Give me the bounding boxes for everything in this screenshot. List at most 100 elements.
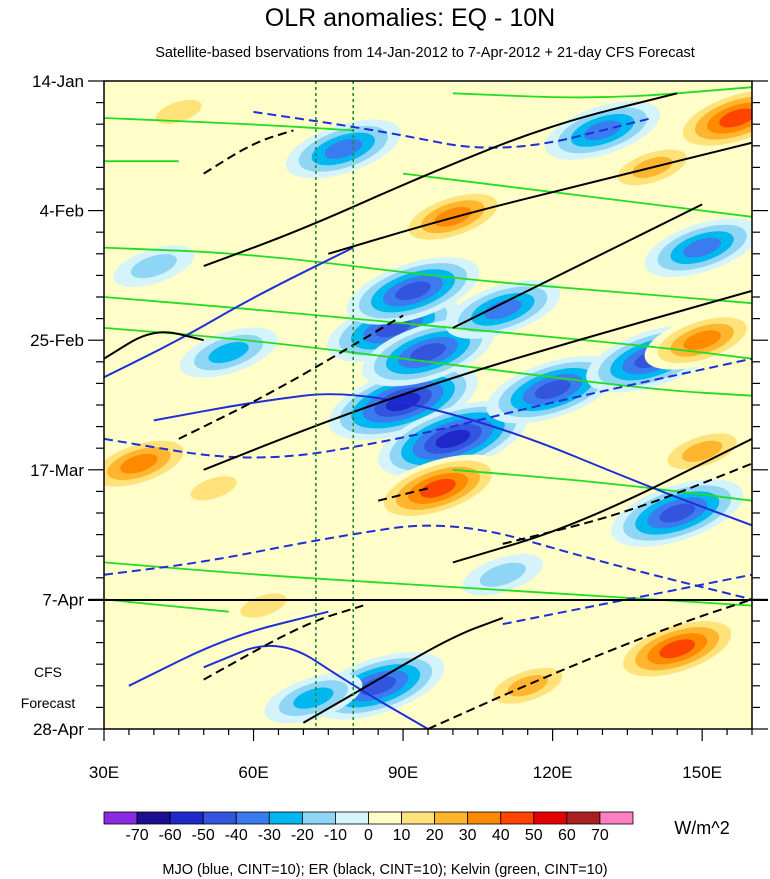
anomaly-center	[445, 279, 561, 339]
anomaly-ring	[208, 341, 249, 364]
anomaly-ring	[155, 99, 202, 124]
chart-caption: MJO (blue, CINT=10); ER (black, CINT=10)…	[162, 862, 607, 878]
colorbar-label: -10	[324, 827, 347, 844]
colorbar-label: 10	[393, 827, 411, 844]
anomaly-ring	[122, 650, 186, 684]
kelvin-contour-line	[104, 117, 354, 132]
y-tick-label: 4-Feb	[40, 202, 84, 221]
anomaly-ring	[190, 476, 237, 501]
anomaly-center	[644, 310, 752, 370]
colorbar-label: -60	[159, 827, 182, 844]
kelvin-contours	[104, 86, 752, 613]
anomaly-center	[653, 426, 752, 477]
mjo-contour-line	[253, 110, 653, 149]
chart-title: OLR anomalies: EQ - 10N	[265, 4, 555, 32]
y-tick-label: 28-Apr	[33, 720, 84, 739]
anomaly-ring	[683, 237, 721, 258]
y-tick-label: 25-Feb	[30, 331, 84, 350]
anomaly-ring	[120, 453, 158, 474]
kelvin-contour-line	[452, 468, 752, 502]
colorbar-swatch	[368, 811, 402, 825]
kelvin-contour-line	[104, 561, 752, 607]
x-tick-label: 120E	[533, 763, 573, 782]
mjo-contour-line	[153, 393, 752, 527]
er-contour-line	[203, 92, 678, 268]
er-contour-line	[377, 487, 429, 502]
anomaly-center	[670, 84, 752, 152]
y-tick-label: 17-Mar	[30, 461, 84, 480]
colorbar-label: 40	[492, 827, 510, 844]
chart-subtitle: Satellite-based bservations from 14-Jan-…	[155, 45, 695, 61]
er-contour-line	[178, 314, 404, 440]
anomaly-ring	[681, 440, 723, 462]
anomaly-ring	[435, 429, 471, 449]
heatmap-field	[104, 81, 752, 729]
er-contour-line	[104, 331, 204, 360]
anomaly-center	[462, 553, 544, 596]
reference-lines	[315, 81, 355, 729]
er-contours	[104, 92, 752, 729]
anomaly-center	[644, 218, 752, 278]
anomaly-center	[113, 245, 195, 287]
colorbar-label: -40	[225, 827, 248, 844]
forecast-label-forecast: Forecast	[21, 695, 76, 711]
anomaly-ring	[420, 478, 456, 498]
colorbar-label: -70	[126, 827, 149, 844]
er-contour-line	[502, 462, 752, 545]
colorbar-label: 60	[558, 827, 576, 844]
anomaly-ring	[130, 254, 177, 279]
forecast-label-cfs: CFS	[34, 664, 62, 680]
kelvin-contour-line	[452, 86, 752, 99]
axis-ticks	[88, 80, 768, 741]
colorbar-label: 50	[525, 827, 543, 844]
mjo-contour-line	[104, 524, 752, 601]
kelvin-contour-line	[402, 172, 752, 218]
x-tick-label: 60E	[238, 763, 268, 782]
colorbar-label: -30	[258, 827, 281, 844]
colorbar-swatch	[401, 811, 436, 825]
anomaly-center	[611, 479, 744, 547]
colorbar-swatch	[301, 811, 336, 825]
mjo-contour-line	[203, 644, 429, 729]
anomaly-ring	[395, 281, 431, 301]
x-tick-label: 30E	[89, 763, 119, 782]
colorbar-swatch	[500, 811, 535, 825]
mjo-contour-line	[104, 246, 354, 379]
colorbar-swatch	[103, 811, 138, 825]
anomaly-center	[378, 400, 528, 478]
er-contour-line	[452, 438, 752, 564]
er-contour-line	[203, 129, 294, 175]
colorbar-label: -50	[192, 827, 215, 844]
colorbar: -70 -60 -50 -40 -30 -20 -10 0 10 20 30 40 50 60 70	[103, 811, 634, 844]
anomaly-center	[179, 327, 278, 378]
colorbar-swatch	[599, 811, 634, 825]
anomaly-ring	[659, 639, 696, 659]
colorbar-swatch	[136, 811, 171, 825]
colorbar-swatch	[202, 811, 237, 825]
anomaly-center	[264, 673, 363, 724]
anomaly-ring	[410, 343, 446, 363]
colorbar-swatch	[169, 811, 204, 825]
colorbar-swatch	[467, 811, 502, 825]
colorbar-label: 0	[364, 827, 373, 844]
er-contour-line	[203, 604, 364, 681]
kelvin-contour-line	[104, 246, 752, 305]
kelvin-contour-line	[104, 327, 752, 397]
colorbar-swatch	[434, 811, 469, 825]
anomaly-center	[611, 615, 744, 683]
colorbar-unit: W/m^2	[674, 818, 729, 838]
er-contour-line	[427, 598, 752, 729]
anomaly-ring	[293, 687, 334, 709]
anomaly-center	[173, 467, 254, 510]
er-contour-line	[328, 141, 752, 255]
er-contour-line	[302, 616, 504, 724]
anomaly-ring	[479, 562, 526, 587]
colorbar-label: 70	[591, 827, 609, 844]
er-contour-line	[452, 203, 703, 329]
anomaly-center	[285, 119, 401, 179]
colorbar-swatch	[533, 811, 568, 825]
y-tick-label: 14-Jan	[32, 72, 84, 91]
x-tick-label: 150E	[682, 763, 722, 782]
er-contour-line	[203, 289, 752, 471]
